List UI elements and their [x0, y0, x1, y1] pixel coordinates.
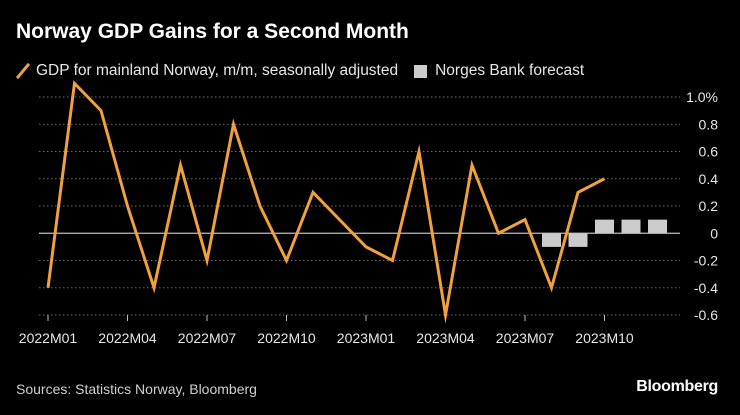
y-tick-label: 0.6 — [699, 144, 719, 160]
source-note: Sources: Statistics Norway, Bloomberg — [16, 381, 257, 397]
x-tick-label: 2022M04 — [98, 330, 157, 346]
forecast-bar — [568, 233, 588, 247]
x-tick-label: 2022M10 — [257, 330, 316, 346]
gdp-series-line — [46, 80, 606, 324]
y-tick-label: -0.2 — [694, 253, 718, 269]
legend-gdp-label: GDP for mainland Norway, m/m, seasonally… — [36, 62, 399, 79]
y-tick-label: -0.6 — [694, 307, 718, 323]
forecast-bar — [621, 219, 641, 234]
x-tick-label: 2023M07 — [496, 330, 555, 346]
x-tick-label: 2022M07 — [178, 330, 237, 346]
legend: GDP for mainland Norway, m/m, seasonally… — [16, 61, 600, 81]
x-tick-label: 2023M01 — [337, 330, 396, 346]
y-tick-label: 0.8 — [699, 116, 719, 132]
forecast-bar — [542, 233, 561, 247]
legend-item-forecast: Norges Bank forecast — [414, 62, 584, 80]
y-tick-label: 0.2 — [699, 198, 719, 214]
y-tick-label: 0 — [710, 225, 718, 241]
legend-item-gdp: GDP for mainland Norway, m/m, seasonally… — [16, 62, 398, 80]
x-tick-label: 2023M10 — [575, 330, 634, 346]
y-tick-label: 0.4 — [699, 171, 719, 187]
square-swatch-icon — [414, 64, 428, 78]
line-swatch-icon — [16, 62, 30, 80]
y-tick-label: 1.0% — [686, 89, 718, 105]
forecast-bar — [595, 219, 614, 234]
chart-title: Norway GDP Gains for a Second Month — [16, 20, 409, 43]
forecast-bar — [648, 219, 667, 234]
x-tick-label: 2023M04 — [416, 330, 475, 346]
y-tick-label: -0.4 — [694, 280, 718, 296]
bloomberg-logo: Bloomberg — [636, 378, 718, 395]
x-tick-label: 2022M01 — [19, 330, 78, 346]
legend-forecast-label: Norges Bank forecast — [435, 62, 585, 79]
